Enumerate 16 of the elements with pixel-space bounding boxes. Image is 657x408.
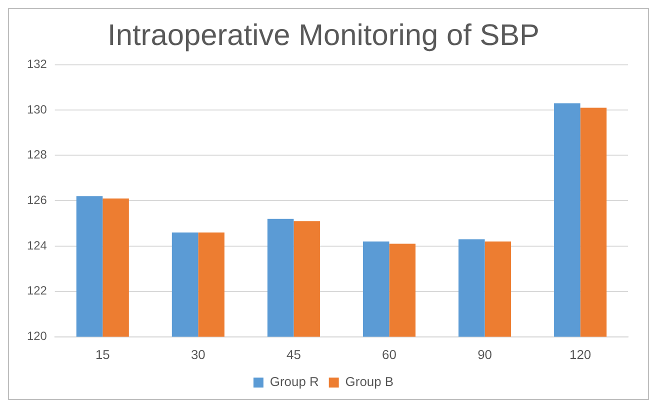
y-tick-label: 124 [26, 238, 48, 252]
y-tick-label: 128 [26, 148, 48, 162]
y-tick-label: 122 [26, 284, 48, 298]
y-tick-label: 130 [26, 102, 48, 116]
legend-label: Group B [345, 374, 394, 390]
x-tick-label: 60 [382, 346, 396, 362]
y-tick-label: 126 [26, 193, 48, 208]
y-tick-label: 120 [26, 329, 48, 344]
chart-title: Intraoperative Monitoring of SBP [108, 19, 540, 52]
x-tick-label: 120 [569, 346, 592, 362]
x-tick-label: 15 [95, 346, 110, 362]
x-tick-label: 30 [190, 346, 206, 362]
legend-label: Group R [270, 374, 319, 390]
y-tick-label: 132 [26, 57, 48, 72]
x-tick-label: 45 [286, 346, 301, 362]
x-tick-label: 90 [478, 346, 492, 362]
